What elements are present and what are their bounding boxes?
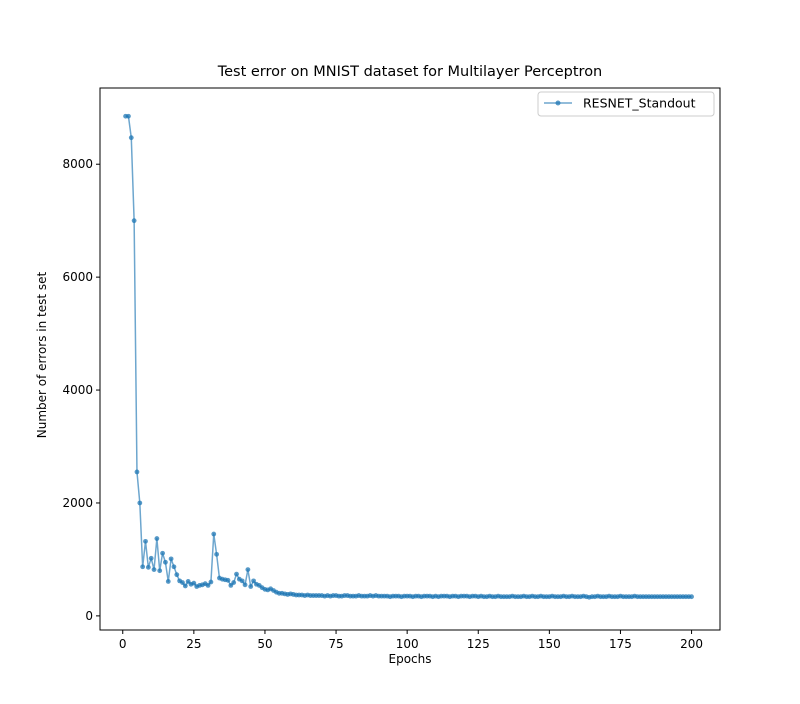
legend-label: RESNET_Standout [583, 96, 696, 111]
x-axis-label: Epochs [389, 652, 432, 666]
x-tick-label: 150 [538, 637, 561, 651]
data-point [143, 538, 148, 544]
plot-area [123, 113, 694, 600]
data-point [154, 536, 160, 541]
legend-box [537, 91, 715, 117]
data-point [137, 500, 143, 506]
data-point [248, 584, 254, 589]
x-tick-label: 75 [328, 637, 343, 651]
x-tick-label: 0 [119, 637, 127, 651]
data-point [242, 582, 248, 588]
data-point [205, 583, 211, 588]
x-tick-label: 25 [186, 637, 201, 651]
data-point [225, 577, 231, 583]
data-point [174, 572, 180, 578]
data-point [251, 578, 256, 584]
y-axis-label: Number of errors in test set [35, 271, 49, 438]
axes-frame [99, 87, 721, 631]
data-point [234, 571, 239, 577]
data-point [171, 564, 177, 570]
y-tick-label: 0 [85, 609, 93, 623]
data-point [211, 531, 217, 537]
data-point [160, 550, 165, 556]
data-point [208, 579, 214, 585]
data-point [140, 564, 146, 570]
legend: RESNET_Standout [537, 91, 715, 117]
data-point [239, 578, 245, 584]
y-tick-label: 4000 [62, 383, 93, 397]
legend-marker-swatch [555, 100, 561, 106]
chart-title: Test error on MNIST dataset for Multilay… [217, 64, 603, 80]
data-point [231, 580, 237, 585]
data-point [689, 594, 694, 600]
data-point [214, 551, 220, 557]
data-point [182, 583, 188, 589]
data-point [245, 567, 251, 572]
data-point [180, 580, 185, 585]
x-tick-label: 50 [257, 637, 272, 651]
data-point [128, 135, 134, 141]
x-tick-label: 175 [609, 637, 632, 651]
data-point [165, 579, 171, 584]
data-point [151, 567, 157, 572]
data-point [145, 564, 151, 570]
x-tick-label: 100 [396, 637, 419, 651]
data-point [157, 568, 163, 574]
y-tick-label: 6000 [62, 270, 93, 284]
data-point [131, 218, 137, 224]
data-point [191, 580, 197, 586]
y-tick-label: 8000 [62, 157, 93, 171]
y-tick-label: 2000 [62, 496, 93, 510]
x-tick-label: 125 [467, 637, 490, 651]
data-point [148, 555, 154, 561]
data-point [134, 469, 140, 475]
x-tick-label: 200 [680, 637, 703, 651]
data-point [168, 556, 174, 562]
data-point [163, 559, 168, 565]
series-line-0 [125, 115, 692, 598]
data-point [126, 113, 131, 119]
